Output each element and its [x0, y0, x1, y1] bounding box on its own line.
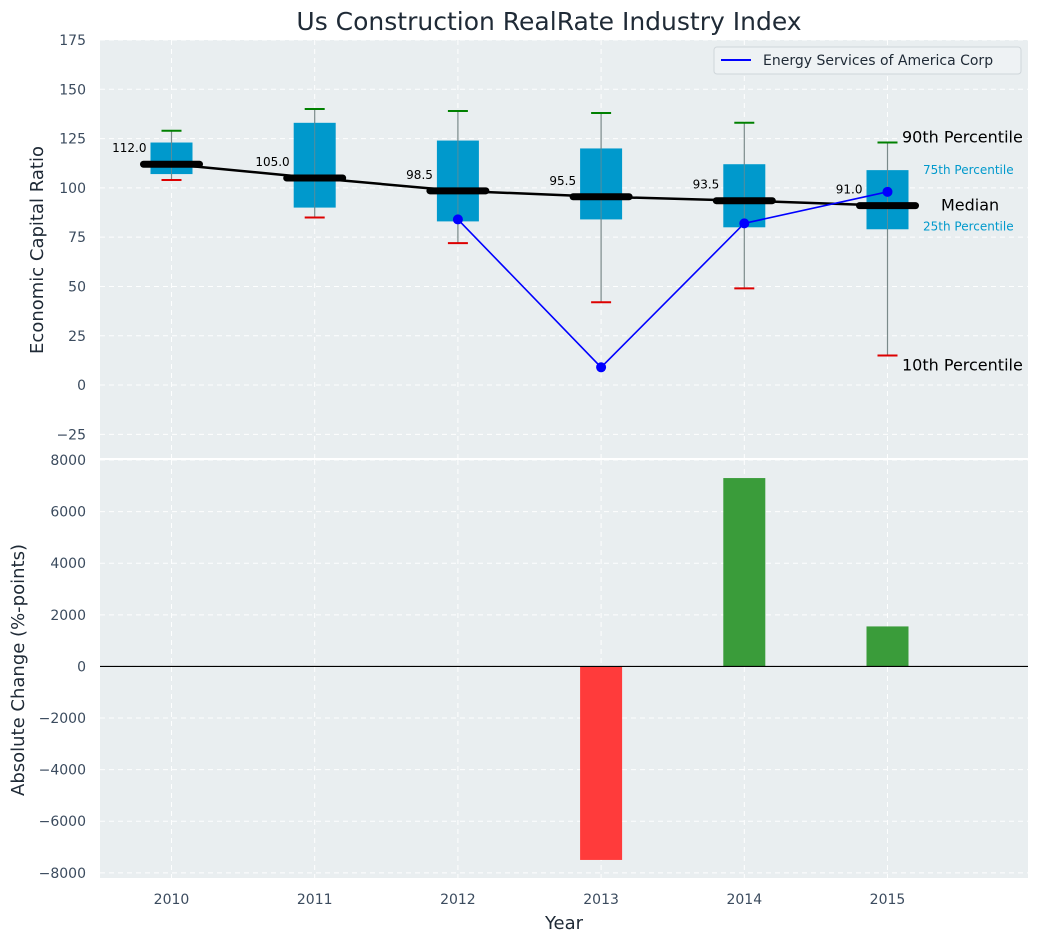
annotation-median: Median	[941, 196, 999, 215]
x-tick-label: 2012	[440, 892, 476, 908]
top-y-tick-label: 0	[77, 378, 86, 394]
x-tick-label: 2013	[583, 892, 619, 908]
median-value-label: 98.5	[406, 168, 433, 182]
percentile-annotations: 90th Percentile 75th Percentile Median 25th…	[902, 128, 1023, 375]
top-y-tick-label: 150	[59, 82, 86, 98]
median-value-label: 112.0	[112, 141, 146, 155]
median-trend: 112.0 105.0 98.5 95.5 93.5 91.0	[112, 141, 919, 210]
top-y-tick-label: 175	[59, 33, 86, 49]
top-y-tick-label: −25	[56, 427, 86, 443]
company-line	[457, 191, 888, 369]
company-series	[452, 186, 893, 373]
legend: Energy Services of America Corp	[713, 46, 1022, 75]
top-y-tick-label: 100	[59, 181, 86, 197]
bottom-y-tick-label: 0	[77, 659, 86, 675]
top-y-axis-label: Economic Capital Ratio	[27, 146, 48, 354]
bottom-y-tick-label: −6000	[39, 814, 86, 830]
chart-title: Us Construction RealRate Industry Index	[296, 7, 801, 36]
x-tick-label: 2015	[870, 892, 906, 908]
bottom-y-tick-label: 8000	[50, 453, 86, 469]
bottom-y-tick-label: 2000	[50, 608, 86, 624]
x-axis-label: Year	[544, 913, 584, 934]
bottom-y-tick-label: 6000	[50, 505, 86, 521]
x-tick-label: 2014	[726, 892, 762, 908]
bottom-y-axis-label: Absolute Change (%-points)	[8, 544, 29, 796]
company-point	[882, 186, 893, 197]
x-tick-label: 2010	[154, 892, 190, 908]
top-y-tick-label: 125	[59, 132, 86, 148]
bottom-panel-background	[100, 460, 1028, 878]
median-value-label: 91.0	[836, 183, 863, 197]
change-bar	[580, 666, 623, 860]
company-point	[596, 362, 607, 373]
annotation-10th: 10th Percentile	[902, 355, 1023, 374]
bottom-y-tick-label: −2000	[39, 711, 86, 727]
bottom-y-ticks: 8000 6000 4000 2000 0 −2000 −4000 −6000 −8000	[39, 453, 86, 882]
x-ticks: 2010 2011 2012 2013 2014 2015	[154, 892, 906, 908]
box-plots	[150, 108, 909, 357]
top-y-tick-label: 75	[68, 230, 86, 246]
bottom-y-tick-label: 4000	[50, 556, 86, 572]
top-y-ticks: 175 150 125 100 75 50 25 0 −25	[56, 33, 86, 443]
top-y-tick-label: 50	[68, 279, 86, 295]
median-value-label: 105.0	[255, 155, 289, 169]
bottom-y-tick-label: −8000	[39, 866, 86, 882]
top-panel-background	[100, 40, 1028, 458]
legend-label: Energy Services of America Corp	[763, 53, 993, 69]
company-point	[452, 214, 463, 225]
change-bar	[723, 478, 766, 667]
change-bars	[100, 478, 1028, 860]
bottom-y-tick-label: −4000	[39, 763, 86, 779]
median-value-label: 93.5	[693, 178, 720, 192]
median-value-label: 95.5	[549, 174, 576, 188]
legend-frame	[713, 46, 1022, 75]
top-y-tick-label: 25	[68, 329, 86, 345]
x-tick-label: 2011	[297, 892, 333, 908]
annotation-25th: 25th Percentile	[923, 219, 1014, 233]
annotation-90th: 90th Percentile	[902, 128, 1023, 147]
company-point	[739, 218, 750, 229]
change-bar	[866, 626, 909, 667]
annotation-75th: 75th Percentile	[923, 163, 1014, 177]
